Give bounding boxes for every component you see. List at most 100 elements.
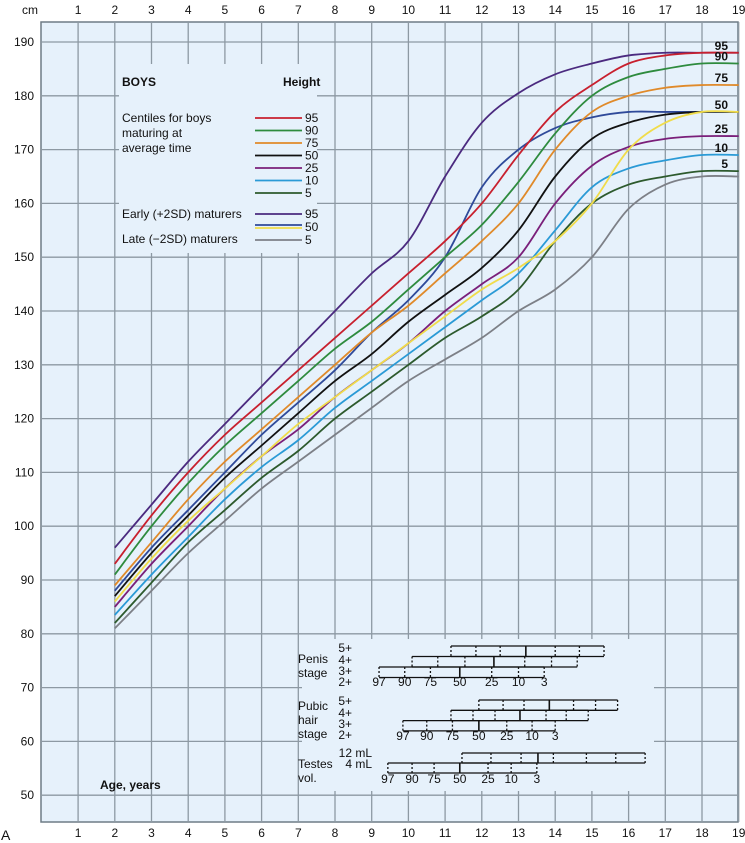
centile-label: 75 bbox=[427, 772, 441, 786]
series-line-75 bbox=[114, 83, 739, 586]
x-tick-label-top: 18 bbox=[695, 3, 709, 17]
stage-label: 4+ bbox=[338, 706, 352, 720]
y-tick-label: 70 bbox=[21, 681, 35, 695]
y-tick-label: 190 bbox=[14, 35, 34, 49]
legend-label: 90 bbox=[305, 124, 319, 138]
panel-letter: A bbox=[1, 827, 11, 843]
stage-label: 3+ bbox=[338, 664, 352, 678]
chart-subtitle: Height bbox=[283, 75, 320, 89]
end-label-25: 25 bbox=[715, 122, 729, 136]
centile-label: 97 bbox=[396, 729, 410, 743]
stage-label: 5+ bbox=[338, 641, 352, 655]
stage-label: 2+ bbox=[338, 675, 352, 689]
x-tick-label-top: 14 bbox=[549, 3, 563, 17]
centile-label: 25 bbox=[481, 772, 495, 786]
y-tick-label: 130 bbox=[14, 358, 34, 372]
centile-label: 25 bbox=[485, 675, 499, 689]
x-tick-label-top: 4 bbox=[185, 3, 192, 17]
x-tick-label-top: 5 bbox=[222, 3, 229, 17]
y-tick-label: 80 bbox=[21, 627, 35, 641]
series-line-late-5 bbox=[114, 175, 739, 630]
y-tick-label: 110 bbox=[15, 465, 34, 479]
centile-label: 90 bbox=[420, 729, 434, 743]
end-label-10: 10 bbox=[715, 141, 729, 155]
end-label-50: 50 bbox=[715, 98, 729, 112]
staging-caption: Testes bbox=[298, 757, 333, 771]
centile-label: 3 bbox=[534, 772, 541, 786]
centile-label: 3 bbox=[541, 675, 548, 689]
x-tick-label-bottom: 12 bbox=[475, 826, 489, 840]
series-line-10 bbox=[114, 153, 739, 616]
x-tick-label-bottom: 4 bbox=[185, 826, 192, 840]
x-tick-label-top: 3 bbox=[148, 3, 155, 17]
centile-label: 3 bbox=[552, 729, 559, 743]
x-tick-label-bottom: 7 bbox=[295, 826, 302, 840]
legend-label: 75 bbox=[305, 136, 319, 150]
x-tick-label-bottom: 16 bbox=[622, 826, 636, 840]
x-tick-label-top: 1 bbox=[75, 3, 82, 17]
staging-caption: Penis bbox=[298, 652, 328, 666]
x-tick-label-bottom: 17 bbox=[659, 826, 673, 840]
y-tick-label: 160 bbox=[14, 196, 34, 210]
x-tick-label-top: 7 bbox=[295, 3, 302, 17]
x-tick-label-top: 11 bbox=[439, 3, 452, 17]
y-tick-label: 60 bbox=[21, 734, 35, 748]
end-label-75: 75 bbox=[715, 71, 729, 85]
series-line-95 bbox=[114, 51, 739, 565]
centile-label: 97 bbox=[381, 772, 395, 786]
legend-caption-average: average time bbox=[122, 141, 192, 155]
y-tick-label: 90 bbox=[21, 573, 35, 587]
grid bbox=[41, 22, 740, 822]
centile-label: 75 bbox=[446, 729, 460, 743]
y-tick-label: 140 bbox=[14, 304, 34, 318]
x-tick-label-bottom: 1 bbox=[75, 826, 82, 840]
centile-label: 10 bbox=[512, 675, 526, 689]
y-tick-label: 100 bbox=[14, 519, 34, 533]
y-unit-label: cm bbox=[22, 3, 38, 17]
legend-caption-early: Early (+2SD) maturers bbox=[122, 207, 242, 221]
staging-caption: vol. bbox=[298, 771, 317, 785]
legend-label: 10 bbox=[305, 174, 319, 188]
y-tick-label: 120 bbox=[14, 412, 34, 426]
end-label-5: 5 bbox=[721, 157, 728, 171]
x-tick-label-top: 13 bbox=[512, 3, 526, 17]
stage-label: 12 mL bbox=[339, 746, 373, 760]
centile-label: 50 bbox=[453, 675, 467, 689]
x-tick-label-top: 15 bbox=[585, 3, 599, 17]
x-tick-label-top: 16 bbox=[622, 3, 636, 17]
x-tick-label-bottom: 14 bbox=[549, 826, 563, 840]
centile-curves bbox=[114, 51, 739, 630]
x-tick-label-bottom: 11 bbox=[439, 826, 452, 840]
series-line-90 bbox=[114, 62, 739, 576]
axes: 1122334455667788991010111112121313141415… bbox=[14, 3, 745, 840]
y-tick-label: 170 bbox=[14, 143, 34, 157]
legend-label: 50 bbox=[305, 220, 319, 234]
x-tick-label-bottom: 15 bbox=[585, 826, 599, 840]
stage-label: 4 mL bbox=[345, 757, 372, 771]
stage-label: 4+ bbox=[338, 653, 352, 667]
x-tick-label-top: 6 bbox=[258, 3, 265, 17]
centile-label: 90 bbox=[398, 675, 412, 689]
x-tick-label-top: 9 bbox=[368, 3, 375, 17]
legend-caption-average: Centiles for boys bbox=[122, 111, 211, 125]
centile-label: 75 bbox=[424, 675, 438, 689]
x-tick-label-bottom: 5 bbox=[222, 826, 229, 840]
legend-caption-late: Late (−2SD) maturers bbox=[122, 232, 238, 246]
centile-label: 90 bbox=[405, 772, 419, 786]
legend-label: 95 bbox=[305, 207, 319, 221]
chart-title: BOYS bbox=[122, 75, 156, 89]
x-tick-label-top: 12 bbox=[475, 3, 489, 17]
series-line-50 bbox=[114, 110, 739, 597]
x-axis-title: Age, years bbox=[100, 778, 161, 792]
y-tick-label: 180 bbox=[14, 89, 34, 103]
legend-panel bbox=[119, 64, 317, 253]
x-tick-label-top: 19 bbox=[732, 3, 745, 17]
staging-caption: Pubic bbox=[298, 699, 328, 713]
legend-caption-average: maturing at bbox=[122, 126, 183, 140]
legend-label: 50 bbox=[305, 149, 319, 163]
stage-label: 5+ bbox=[338, 694, 352, 708]
